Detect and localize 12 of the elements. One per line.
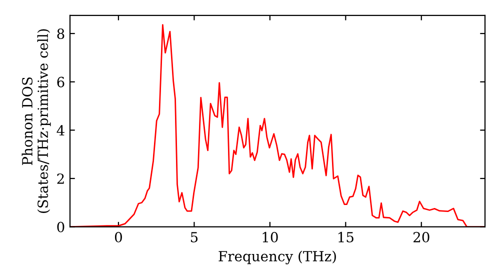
y-tick-label: 6 — [57, 76, 64, 88]
x-axis-title: Frequency (THz) — [218, 250, 336, 264]
x-tick-label: 20 — [413, 232, 430, 242]
y-tick-label: 0 — [57, 222, 64, 232]
y-tick-label: 8 — [57, 28, 64, 39]
x-tick-label: 0 — [114, 232, 122, 242]
y-tick-label: 2 — [57, 173, 64, 184]
y-axis-title: Phonon DOS (States/THz·primitive cell) — [22, 29, 51, 213]
x-tick-label: 10 — [262, 232, 278, 242]
y-tick-label: 4 — [56, 125, 64, 136]
x-tick-label: 5 — [190, 232, 198, 242]
x-tick-label: 15 — [338, 232, 354, 242]
